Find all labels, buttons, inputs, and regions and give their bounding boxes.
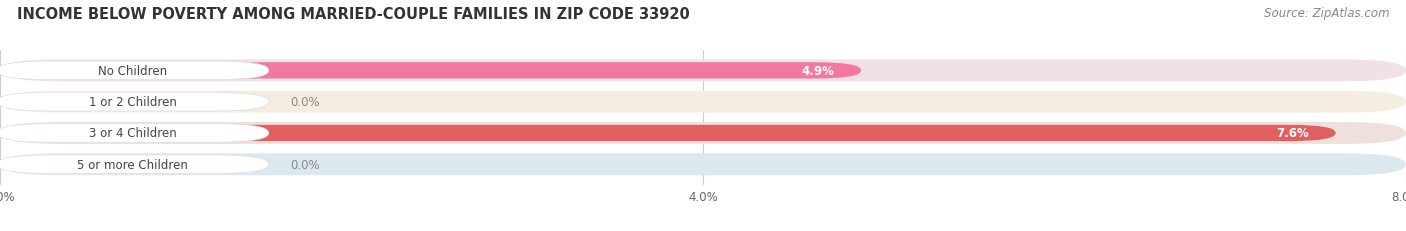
- Text: 5 or more Children: 5 or more Children: [77, 158, 188, 171]
- Text: 7.6%: 7.6%: [1277, 127, 1309, 140]
- FancyBboxPatch shape: [0, 94, 245, 110]
- FancyBboxPatch shape: [0, 63, 860, 79]
- FancyBboxPatch shape: [0, 93, 269, 112]
- Text: No Children: No Children: [98, 65, 167, 78]
- Text: INCOME BELOW POVERTY AMONG MARRIED-COUPLE FAMILIES IN ZIP CODE 33920: INCOME BELOW POVERTY AMONG MARRIED-COUPL…: [17, 7, 689, 22]
- FancyBboxPatch shape: [0, 155, 269, 174]
- Text: 4.9%: 4.9%: [801, 65, 835, 78]
- FancyBboxPatch shape: [0, 154, 1406, 176]
- FancyBboxPatch shape: [0, 125, 1336, 142]
- FancyBboxPatch shape: [0, 60, 1406, 82]
- FancyBboxPatch shape: [0, 122, 1406, 144]
- FancyBboxPatch shape: [0, 156, 245, 173]
- Text: Source: ZipAtlas.com: Source: ZipAtlas.com: [1264, 7, 1389, 20]
- Text: 3 or 4 Children: 3 or 4 Children: [89, 127, 177, 140]
- FancyBboxPatch shape: [0, 124, 269, 143]
- FancyBboxPatch shape: [0, 62, 269, 80]
- Text: 1 or 2 Children: 1 or 2 Children: [89, 96, 177, 109]
- Text: 0.0%: 0.0%: [290, 96, 319, 109]
- Text: 0.0%: 0.0%: [290, 158, 319, 171]
- FancyBboxPatch shape: [0, 91, 1406, 113]
